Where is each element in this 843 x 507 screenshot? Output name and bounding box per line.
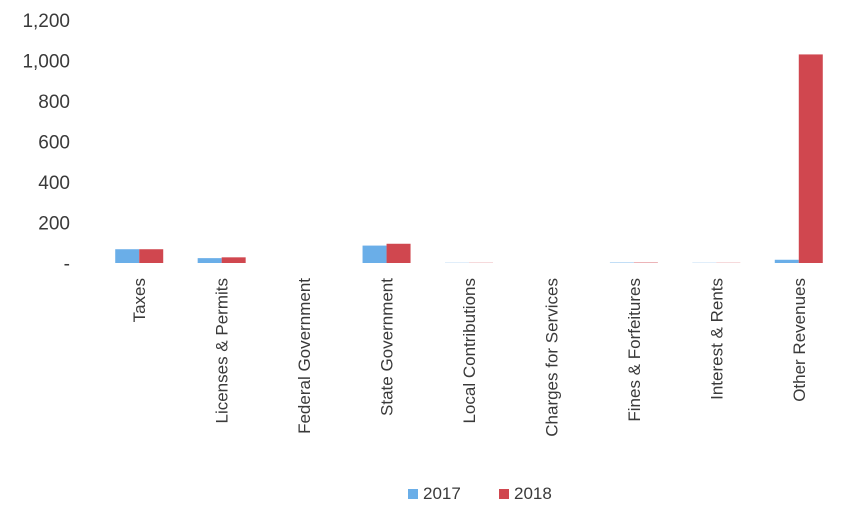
x-category-label: Licenses & Permits — [213, 278, 232, 424]
legend-swatch-2018 — [499, 489, 509, 499]
y-tick-label: 800 — [38, 92, 70, 113]
x-category-label: State Government — [378, 278, 397, 416]
legend: 2017 2018 — [408, 484, 552, 503]
bar-2018-3 — [386, 243, 411, 263]
y-tick-label: 1,200 — [22, 11, 70, 32]
y-tick-label: 200 — [38, 214, 70, 235]
x-axis: Taxes Licenses & Permits Federal Governmen… — [130, 278, 809, 437]
bar-2017-0 — [115, 249, 140, 263]
x-category-label: Charges for Services — [542, 278, 561, 437]
x-category-label: Local Contributions — [460, 278, 479, 424]
legend-label-2017: 2017 — [423, 484, 461, 503]
bars — [115, 54, 823, 263]
y-tick-label: 600 — [38, 133, 70, 154]
bar-2017-3 — [362, 245, 387, 263]
legend-label-2018: 2018 — [514, 484, 552, 503]
x-category-label: Taxes — [130, 278, 149, 322]
bar-2017-1 — [197, 258, 222, 263]
legend-swatch-2017 — [408, 489, 418, 499]
x-category-label: Other Revenues — [790, 278, 809, 402]
y-tick-label: 1,000 — [22, 52, 70, 73]
bar-2018-8 — [798, 54, 823, 263]
bar-2018-0 — [139, 249, 164, 263]
bar-2017-8 — [774, 259, 799, 263]
y-axis: - 200 400 600 800 1,000 1,200 — [22, 11, 70, 275]
x-category-label: Interest & Rents — [707, 278, 726, 400]
x-category-label: Fines & Forfeitures — [625, 278, 644, 422]
x-category-label: Federal Government — [295, 278, 314, 434]
bar-2018-1 — [221, 257, 246, 263]
y-tick-label: - — [64, 254, 70, 275]
y-tick-label: 400 — [38, 173, 70, 194]
